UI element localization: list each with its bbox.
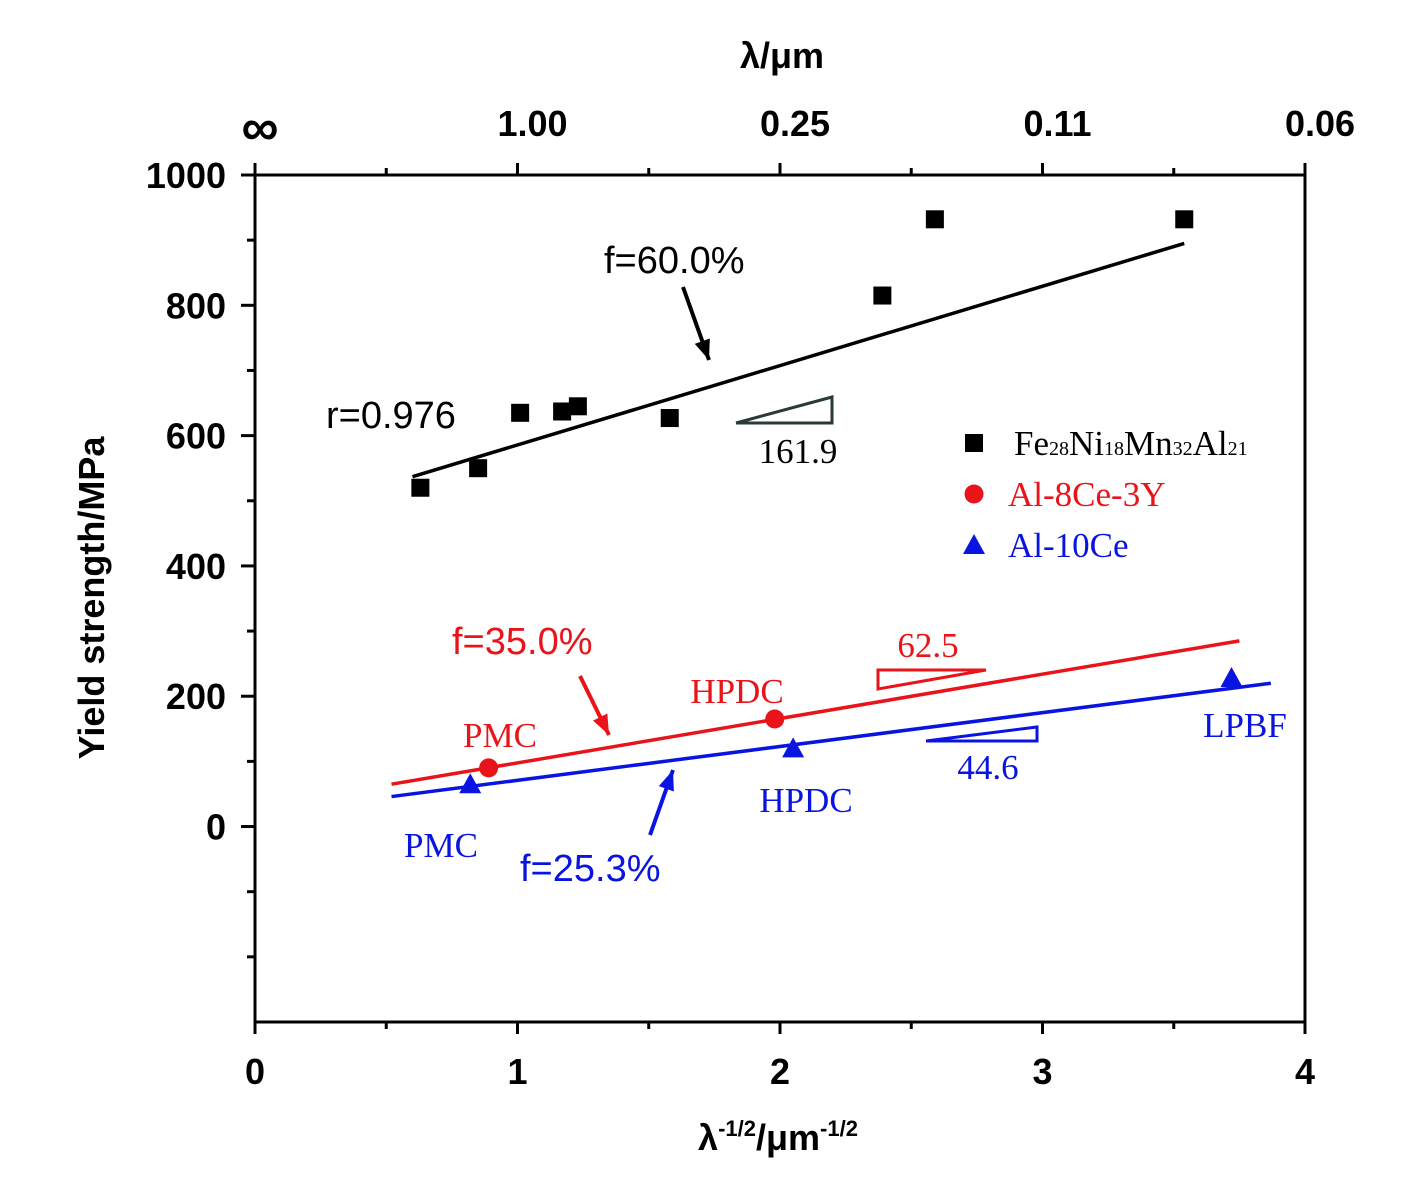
point-series-0 (568, 397, 587, 416)
legend-label-part: 21 (1228, 438, 1248, 460)
point-series-0 (660, 409, 679, 428)
y-axis-label: Yield strength/MPa (71, 436, 112, 760)
fraction-label-black: f=60.0% (604, 240, 745, 282)
slope-triangle-black (735, 395, 834, 425)
slope-label-black: 161.9 (759, 432, 838, 471)
y-tick-label: 400 (166, 546, 226, 587)
legend-label-part: Mn (1124, 424, 1173, 463)
x-tick-label: 3 (1032, 1051, 1052, 1092)
slope-label-red: 62.5 (897, 626, 958, 665)
x-label-sup1: -1/2 (718, 1116, 756, 1141)
top-tick-label: 0.11 (1023, 103, 1091, 144)
point-series-2 (782, 737, 805, 758)
x-axis-label: λ-1/2/μm-1/2 (698, 1116, 858, 1158)
fraction-label-red: f=35.0% (452, 621, 593, 663)
top-tick-label: ∞ (241, 99, 278, 157)
fit-line-1 (391, 639, 1240, 786)
legend-label-part: Fe (1014, 424, 1049, 463)
chart-marks (391, 210, 1272, 799)
x-tick-label: 0 (245, 1051, 265, 1092)
x-tick-label: 1 (507, 1051, 527, 1092)
point-label-red: PMC (463, 716, 537, 755)
legend-marker-2 (963, 534, 985, 554)
slope-triangle-blue (925, 725, 1039, 743)
x-tick-label: 2 (770, 1051, 790, 1092)
y-tick-label: 200 (166, 676, 226, 717)
point-label-blue: HPDC (759, 781, 852, 820)
slope-triangle-red (876, 668, 987, 691)
top-tick-label: 0.06 (1285, 103, 1355, 144)
arrow-red-head (592, 713, 609, 735)
legend-marker-0 (965, 434, 983, 452)
y-tick-label: 800 (166, 285, 226, 326)
legend-label-1: Al-8Ce-3Y (1008, 475, 1165, 514)
point-series-2 (459, 773, 482, 794)
point-series-0 (873, 286, 892, 305)
fit-line-2 (391, 681, 1272, 799)
legend-label-part: Al (1193, 424, 1228, 463)
slope-label-blue: 44.6 (957, 748, 1018, 787)
y-tick-label: 1000 (146, 155, 226, 196)
annotations: f=60.0% r=0.976 161.9 f=35.0% PMC HPDC 62.5 f=2… (326, 240, 1287, 890)
x-label-base: λ (698, 1117, 718, 1158)
point-label-red: HPDC (690, 672, 783, 711)
arrow-blue-head (658, 770, 674, 792)
point-label-blue: LPBF (1203, 706, 1287, 745)
point-series-0 (511, 403, 530, 422)
legend-label-part: 32 (1173, 438, 1193, 460)
legend-label-part: Ni (1069, 424, 1104, 463)
x-label-sup2: -1/2 (820, 1116, 858, 1141)
r-label-black: r=0.976 (326, 395, 456, 437)
legend-label-part: 28 (1049, 438, 1069, 460)
fit-line-0 (411, 241, 1185, 479)
legend-label-0: Fe28Ni18Mn32Al21 (1014, 424, 1248, 463)
top-tick-label: 1.00 (497, 103, 567, 144)
point-series-1 (479, 758, 499, 778)
top-axis-label: λ/μm (740, 35, 824, 76)
top-tick-label: 0.25 (760, 103, 830, 144)
fraction-label-blue: f=25.3% (520, 848, 661, 890)
point-series-2 (1220, 666, 1243, 687)
point-series-0 (469, 459, 488, 478)
x-tick-label: 4 (1295, 1051, 1315, 1092)
y-tick-label: 0 (206, 807, 226, 848)
point-series-0 (925, 210, 944, 229)
axes-frame: 0 1 2 3 4 ∞ 1.00 0.25 0.11 0.06 0 200 400 600 800 1000 (146, 99, 1355, 1092)
point-series-1 (765, 709, 785, 729)
point-series-0 (411, 478, 430, 497)
legend-label-2: Al-10Ce (1008, 526, 1129, 565)
point-series-0 (553, 402, 572, 421)
legend-label-part: 18 (1104, 438, 1124, 460)
y-tick-label: 600 (166, 416, 226, 457)
point-label-blue: PMC (404, 826, 478, 865)
x-label-unit: /μm (756, 1117, 820, 1158)
legend: Fe28Ni18Mn32Al21 Al-8Ce-3Y Al-10Ce (963, 424, 1248, 565)
arrow-black-head (694, 338, 710, 360)
legend-marker-1 (964, 484, 984, 504)
point-series-0 (1175, 210, 1194, 229)
